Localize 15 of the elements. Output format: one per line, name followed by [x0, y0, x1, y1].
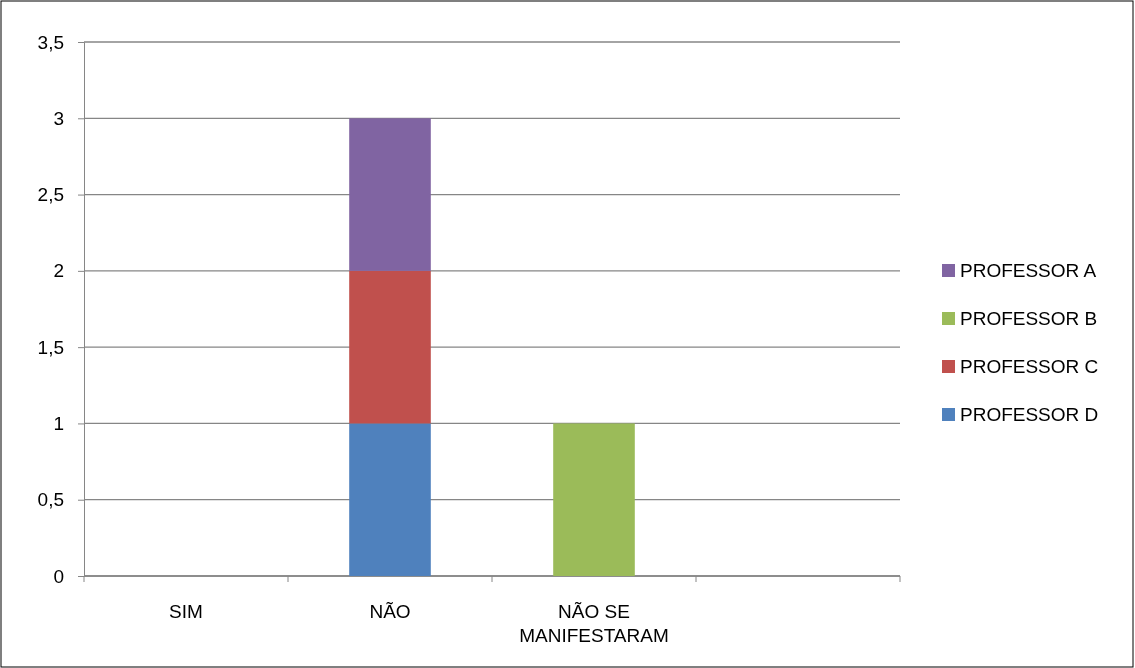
y-tick-label: 1,5 [37, 336, 64, 358]
legend-label: PROFESSOR B [960, 308, 1098, 329]
legend-label: PROFESSOR A [960, 260, 1097, 281]
legend-label: PROFESSOR D [960, 404, 1099, 425]
y-tick-label: 3 [53, 107, 64, 129]
y-tick-label: 0,5 [37, 489, 64, 511]
y-tick-label: 0 [53, 565, 64, 587]
x-tick-label: SIM [169, 601, 203, 622]
y-tick-label: 2 [53, 260, 64, 282]
x-tick-label: NÃO SE MANIFESTARAM [519, 601, 669, 646]
legend-label: PROFESSOR C [960, 356, 1099, 377]
y-tick-label: 2,5 [37, 184, 64, 206]
x-tick-label: NÃO [369, 601, 411, 622]
y-tick-label: 3,5 [37, 31, 64, 53]
y-tick-label: 1 [53, 413, 64, 435]
